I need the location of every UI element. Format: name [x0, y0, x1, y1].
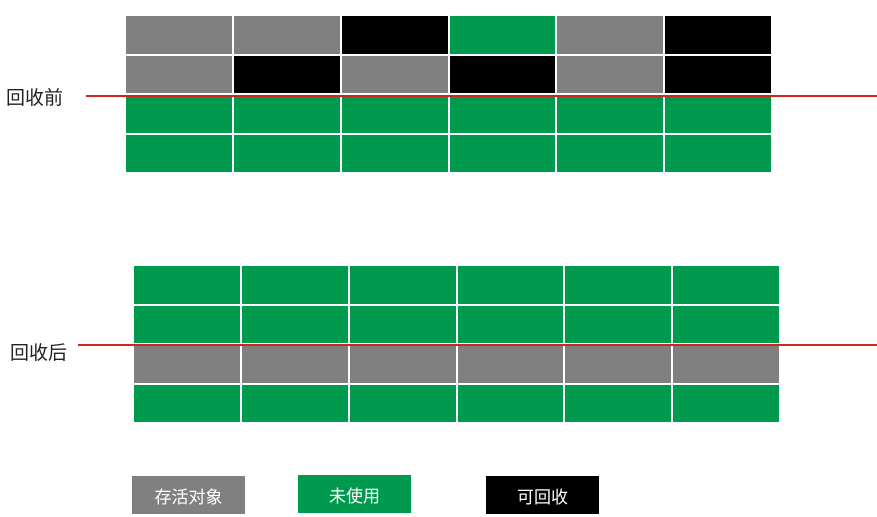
memory-cell-unused: [557, 95, 664, 133]
memory-cell-live: [557, 55, 664, 93]
legend-live-objects: 存活对象: [132, 476, 245, 514]
memory-cell-unused: [134, 384, 240, 422]
memory-cell-unused: [126, 134, 232, 172]
memory-cell-unused: [565, 305, 672, 343]
memory-cell-unused: [557, 134, 664, 172]
label-before-gc: 回收前: [6, 87, 64, 109]
memory-cell-live: [557, 16, 664, 54]
memory-cell-recyclable: [665, 16, 771, 54]
memory-cell-unused: [449, 95, 556, 133]
memory-cell-unused: [126, 95, 232, 133]
memory-cell-unused: [241, 384, 348, 422]
memory-cell-unused: [233, 134, 340, 172]
memory-cell-unused: [449, 134, 556, 172]
memory-cell-live: [565, 345, 672, 383]
memory-cell-recyclable: [665, 55, 771, 93]
memory-cell-unused: [349, 305, 456, 343]
memory-cell-unused: [341, 95, 448, 133]
memory-cell-recyclable: [233, 55, 340, 93]
divider-line-before: [86, 95, 877, 97]
legend-unused: 未使用: [298, 475, 411, 513]
memory-cell-live: [457, 345, 564, 383]
memory-grid-before: [126, 16, 771, 172]
memory-cell-live: [126, 16, 232, 54]
memory-cell-live: [673, 345, 779, 383]
memory-cell-unused: [673, 384, 779, 422]
memory-cell-unused: [134, 266, 240, 304]
label-after-gc: 回收后: [10, 342, 68, 364]
memory-cell-unused: [457, 305, 564, 343]
memory-cell-unused: [349, 266, 456, 304]
memory-cell-recyclable: [341, 16, 448, 54]
memory-cell-live: [241, 345, 348, 383]
memory-cell-unused: [341, 134, 448, 172]
memory-cell-unused: [665, 95, 771, 133]
legend-recyclable: 可回收: [486, 476, 599, 514]
memory-cell-unused: [565, 266, 672, 304]
memory-cell-unused: [565, 384, 672, 422]
memory-cell-unused: [349, 384, 456, 422]
memory-cell-unused: [665, 134, 771, 172]
memory-cell-unused: [673, 305, 779, 343]
memory-cell-unused: [233, 95, 340, 133]
memory-cell-unused: [457, 266, 564, 304]
memory-cell-live: [233, 16, 340, 54]
memory-cell-live: [341, 55, 448, 93]
memory-cell-live: [126, 55, 232, 93]
memory-cell-recyclable: [449, 55, 556, 93]
memory-cell-unused: [449, 16, 556, 54]
divider-line-after: [78, 344, 877, 346]
memory-cell-unused: [241, 266, 348, 304]
memory-cell-unused: [134, 305, 240, 343]
memory-cell-unused: [241, 305, 348, 343]
memory-cell-live: [349, 345, 456, 383]
memory-cell-unused: [673, 266, 779, 304]
memory-grid-after: [134, 266, 779, 422]
memory-cell-live: [134, 345, 240, 383]
memory-cell-unused: [457, 384, 564, 422]
